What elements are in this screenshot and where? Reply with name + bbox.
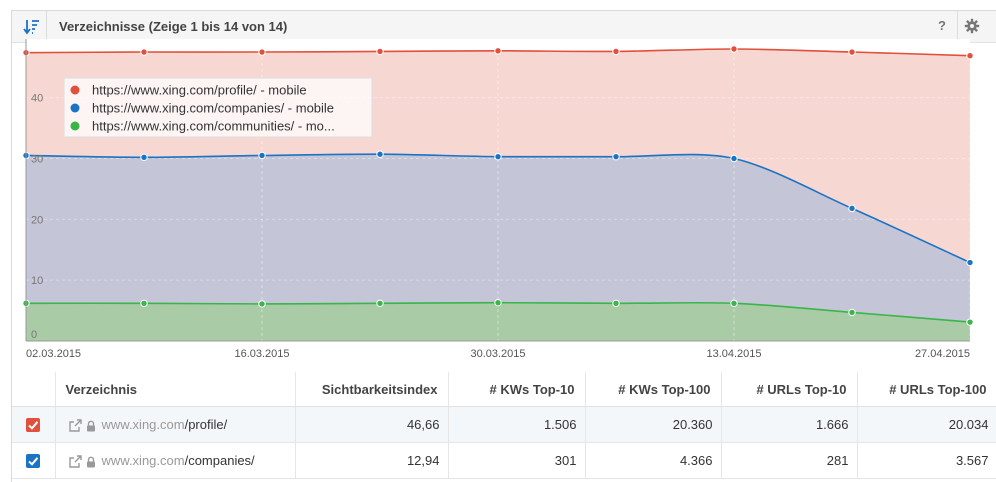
x-tick-label: 02.03.2015 [26,348,81,360]
external-link-icon[interactable] [68,419,82,432]
column-header[interactable]: Sichtbarkeitsindex [295,372,449,407]
series-area [26,302,970,341]
data-point [494,298,502,307]
data-point [258,48,266,56]
directories-table: Verzeichnis Sichtbarkeitsindex # KWs Top… [12,372,996,479]
column-header[interactable]: # KWs Top-100 [585,372,722,407]
data-point [730,45,738,53]
column-header-select [12,372,56,407]
kws-top100-cell: 20.360 [585,406,722,443]
data-point [612,152,620,161]
data-point [258,151,266,160]
urls-top100-cell: 3.567 [857,442,996,479]
data-point [140,299,148,307]
visibility-index-cell: 46,66 [295,406,449,443]
data-point [376,299,384,307]
legend-label: https://www.xing.com/profile/ - mobile [92,83,307,98]
column-header[interactable]: # KWs Top-10 [448,372,586,407]
visibility-index-cell: 12,94 [295,442,449,479]
data-point [730,154,738,163]
data-point [376,150,384,158]
directories-panel: Verzeichnisse (Zeige 1 bis 14 von 14) ? … [11,10,996,482]
x-tick-label: 27.04.2015 [915,348,970,360]
y-tick-label: 40 [31,93,43,105]
directory-host: www.xing.com [101,452,185,468]
kws-top100-cell: 4.366 [585,442,722,479]
directories-table-wrap: Verzeichnis Sichtbarkeitsindex # KWs Top… [12,372,996,479]
sort-icon[interactable] [23,18,41,36]
data-point [966,51,974,60]
column-header[interactable]: # URLs Top-10 [721,372,858,407]
kws-top10-cell: 301 [448,442,586,479]
data-point [966,258,974,267]
data-point [140,48,148,56]
y-tick-label: 10 [31,275,43,287]
table-row: www.xing.com/profile/ 46,66 1.506 20.360… [12,406,996,443]
urls-top100-cell: 20.034 [857,406,996,443]
directories-chart: 0 10 20 30 40 02.03.2015 16.03.2015 30.03.2015 1… [22,39,974,360]
data-point [848,204,856,213]
select-cell [12,406,56,443]
header-divider [46,11,47,42]
urls-top10-cell: 1.666 [721,406,858,443]
panel-title: Verzeichnisse (Zeige 1 bis 14 von 14) [59,19,288,34]
directory-path: /profile/ [184,416,228,432]
select-cell [12,442,56,479]
directory-cell: www.xing.com/companies/ [55,442,296,479]
data-point [612,299,620,307]
header-divider [957,11,958,42]
data-point [848,48,856,56]
data-point [730,299,738,307]
directory-path: /companies/ [184,452,255,468]
legend-marker [70,85,80,95]
gear-icon[interactable] [964,18,980,34]
help-button[interactable]: ? [938,18,946,33]
data-point [494,152,502,161]
directory-link[interactable]: www.xing.com/companies/ [102,453,255,468]
data-point [966,318,974,326]
column-header[interactable]: Verzeichnis [55,372,296,407]
data-point [612,47,620,56]
lock-icon [86,420,95,432]
data-point [848,308,856,317]
kws-top10-cell: 1.506 [448,406,586,443]
legend-label: https://www.xing.com/communities/ - mo..… [92,119,335,134]
external-link-icon[interactable] [68,455,82,468]
x-tick-label: 13.04.2015 [706,348,761,360]
series-area [26,154,970,341]
y-tick-label: 20 [31,214,43,226]
chart-legend [63,77,373,138]
table-row: www.xing.com/companies/ 12,94 301 4.366 … [12,442,996,479]
data-point [140,153,148,161]
directory-host: www.xing.com [101,416,185,432]
directory-link[interactable]: www.xing.com/profile/ [102,417,228,432]
x-tick-label: 30.03.2015 [470,348,525,360]
y-tick-label: 30 [31,154,43,166]
data-point [494,47,502,55]
data-point [258,300,266,308]
legend-marker [70,121,80,131]
row-checkbox[interactable] [26,454,41,469]
legend-label: https://www.xing.com/companies/ - mobile [92,101,334,116]
data-point [376,47,384,56]
legend-marker [70,103,80,113]
x-tick-label: 16.03.2015 [234,348,289,360]
table-header-row: Verzeichnis Sichtbarkeitsindex # KWs Top… [12,372,996,407]
row-checkbox[interactable] [26,418,41,433]
column-header[interactable]: # URLs Top-100 [857,372,996,407]
directory-cell: www.xing.com/profile/ [55,406,296,443]
y-tick-label: 0 [31,329,37,341]
lock-icon [86,456,95,468]
urls-top10-cell: 281 [721,442,858,479]
